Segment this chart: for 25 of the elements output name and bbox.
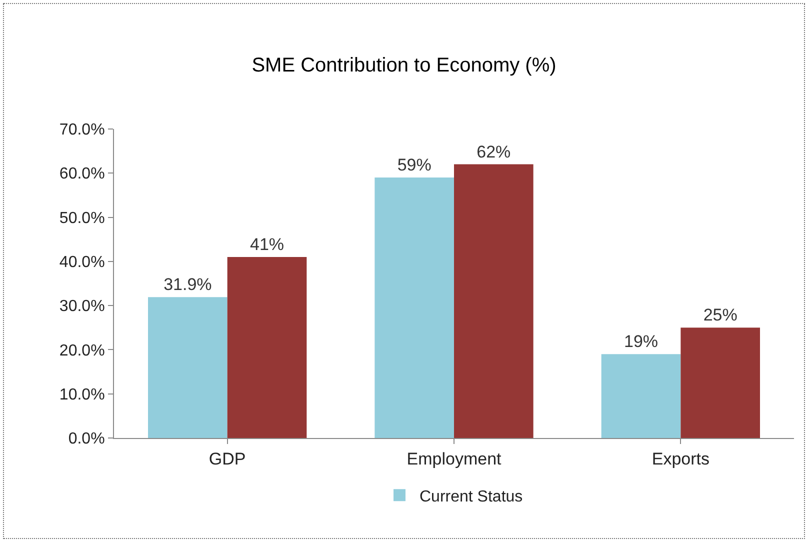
data-label: 41% xyxy=(250,235,284,254)
bar xyxy=(680,328,760,438)
data-label: 19% xyxy=(624,332,658,352)
data-label: 62% xyxy=(476,142,511,162)
y-tick-label: 0.0% xyxy=(68,430,105,448)
y-tick-label: 30.0% xyxy=(59,298,105,316)
x-tick-label: Exports xyxy=(652,449,710,468)
y-tick-label: 20.0% xyxy=(59,342,105,360)
bar xyxy=(227,257,307,438)
chart-title: SME Contribution to Economy (%) xyxy=(252,54,556,76)
bar xyxy=(148,297,228,438)
y-tick-label: 50.0% xyxy=(59,210,105,227)
data-label: 25% xyxy=(703,306,738,325)
y-tick-label: 60.0% xyxy=(59,166,105,183)
legend-label: Current Status xyxy=(420,488,523,506)
x-tick-label: GDP xyxy=(208,449,246,468)
bar xyxy=(454,164,534,438)
data-label: 59% xyxy=(397,156,432,175)
y-tick-label: 70.0% xyxy=(59,122,105,139)
data-label: 31.9% xyxy=(164,275,212,294)
y-tick-label: 10.0% xyxy=(59,386,105,404)
bar xyxy=(374,178,454,438)
x-tick-label: Employment xyxy=(406,449,502,468)
y-tick-label: 40.0% xyxy=(59,254,105,272)
bar xyxy=(601,354,681,438)
